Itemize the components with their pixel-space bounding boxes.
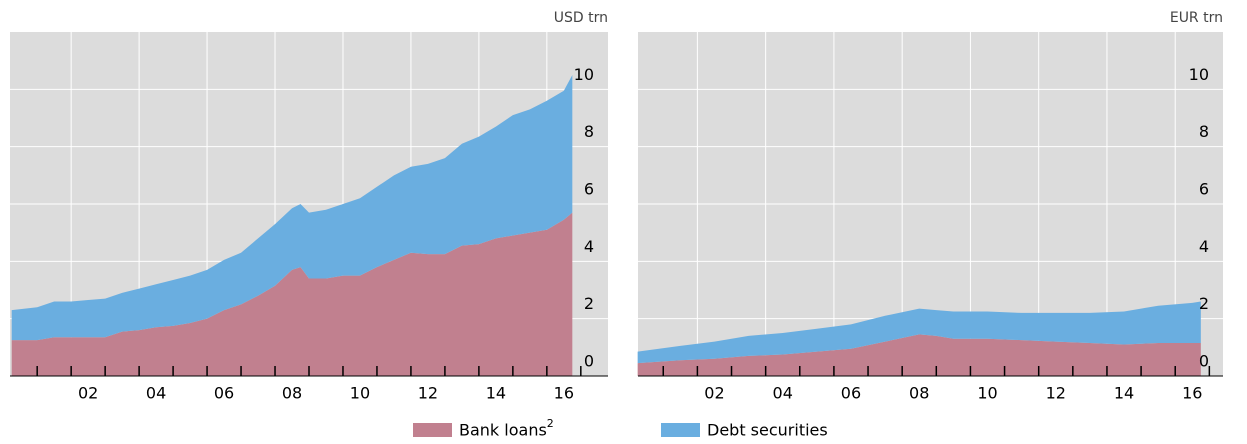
y-tick-label: 4 — [584, 237, 594, 256]
x-tick-label: 16 — [1182, 384, 1202, 403]
y-tick-label: 10 — [574, 65, 594, 84]
y-tick-label: 2 — [584, 294, 594, 313]
legend-label: Debt securities — [707, 421, 828, 440]
x-tick-label: 02 — [704, 384, 724, 403]
area — [637, 334, 1201, 376]
area — [11, 75, 573, 341]
area — [11, 212, 573, 376]
x-tick-label: 08 — [282, 384, 302, 403]
x-tick-label: 14 — [1114, 384, 1134, 403]
x-tick-label: 04 — [146, 384, 166, 403]
y-tick-label: 0 — [584, 352, 594, 371]
y-tick-label: 6 — [584, 180, 594, 199]
x-tick-label: 14 — [486, 384, 506, 403]
y-tick-label: 8 — [1199, 122, 1209, 141]
x-tick-label: 10 — [350, 384, 370, 403]
x-tick-label: 04 — [773, 384, 793, 403]
x-tick-label: 10 — [977, 384, 997, 403]
y-tick-label: 8 — [584, 122, 594, 141]
x-tick-label: 16 — [554, 384, 574, 403]
legend-superscript: 2 — [547, 417, 554, 430]
x-tick-label: 12 — [418, 384, 438, 403]
x-tick-label: 08 — [909, 384, 929, 403]
unit-label: USD trn — [554, 10, 608, 26]
y-tick-label: 4 — [1199, 237, 1209, 256]
x-tick-label: 02 — [78, 384, 98, 403]
y-tick-label: 2 — [1199, 294, 1209, 313]
x-tick-label: 12 — [1046, 384, 1066, 403]
y-tick-label: 6 — [1199, 180, 1209, 199]
legend-swatch — [413, 423, 452, 437]
area — [637, 301, 1201, 364]
x-tick-label: 06 — [214, 384, 234, 403]
unit-label: EUR trn — [1170, 10, 1223, 26]
x-tick-label: 06 — [841, 384, 861, 403]
y-tick-label: 10 — [1189, 65, 1209, 84]
legend-label: Bank loans2 — [459, 417, 554, 440]
legend-swatch — [661, 423, 700, 437]
y-tick-label: 0 — [1199, 352, 1209, 371]
